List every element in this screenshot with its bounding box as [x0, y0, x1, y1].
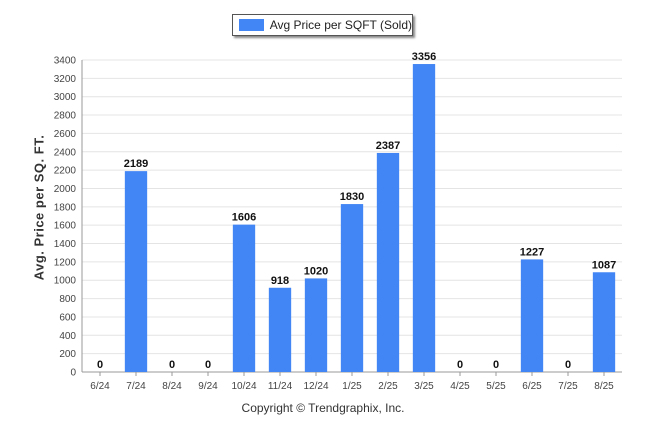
bar: [124, 171, 148, 372]
data-label: 0: [565, 359, 571, 371]
x-tick-label: 5/25: [486, 381, 506, 392]
y-tick-label: 2400: [54, 147, 77, 158]
y-tick-label: 2000: [54, 184, 77, 195]
x-tick-label: 12/24: [303, 381, 328, 392]
copyright-footer: Copyright © Trendgraphix, Inc.: [241, 401, 405, 415]
x-tick-label: 7/24: [126, 381, 146, 392]
y-tick-label: 600: [59, 312, 76, 323]
data-label: 918: [271, 275, 289, 287]
data-label: 1227: [520, 246, 544, 258]
y-tick-label: 3400: [54, 56, 77, 67]
x-tick-label: 7/25: [558, 381, 578, 392]
x-tick-label: 1/25: [342, 381, 362, 392]
data-label: 0: [205, 359, 211, 371]
bar: [520, 259, 544, 372]
y-tick-label: 1600: [54, 221, 77, 232]
x-tick-label: 8/25: [594, 381, 614, 392]
y-tick-label: 800: [59, 294, 76, 305]
y-tick-label: 400: [59, 331, 76, 342]
data-label: 3356: [412, 51, 436, 63]
x-tick-label: 9/24: [198, 381, 218, 392]
legend-swatch: [239, 19, 264, 31]
x-tick-label: 11/24: [268, 381, 293, 392]
y-tick-label: 1000: [54, 276, 77, 287]
data-label: 0: [169, 359, 175, 371]
bar: [340, 204, 364, 372]
data-label: 0: [493, 359, 499, 371]
chart-legend: Avg Price per SQFT (Sold): [232, 14, 413, 36]
bar: [268, 287, 292, 372]
x-tick-label: 6/24: [90, 381, 110, 392]
y-tick-label: 1200: [54, 257, 77, 268]
x-tick-label: 6/25: [522, 381, 542, 392]
bar: [412, 64, 436, 372]
bar: [304, 278, 328, 372]
x-tick-label: 8/24: [162, 381, 182, 392]
bar: [376, 152, 400, 372]
data-label: 2387: [376, 140, 400, 152]
y-tick-label: 1400: [54, 239, 77, 250]
data-label: 0: [457, 359, 463, 371]
legend-label: Avg Price per SQFT (Sold): [269, 18, 412, 32]
y-tick-label: 2600: [54, 129, 77, 140]
data-label: 1020: [304, 265, 328, 277]
y-tick-label: 200: [59, 349, 76, 360]
y-tick-label: 3200: [54, 74, 77, 85]
x-tick-label: 10/24: [231, 381, 256, 392]
bar: [232, 224, 256, 372]
y-tick-label: 2200: [54, 166, 77, 177]
x-tick-label: 2/25: [378, 381, 398, 392]
data-label: 0: [97, 359, 103, 371]
x-tick-label: 3/25: [414, 381, 434, 392]
data-label: 1606: [232, 212, 256, 224]
y-tick-label: 3000: [54, 92, 77, 103]
y-tick-label: 1800: [54, 202, 77, 213]
data-label: 1087: [592, 259, 616, 271]
y-tick-label: 2800: [54, 111, 77, 122]
data-label: 1830: [340, 191, 364, 203]
bar: [592, 272, 616, 372]
y-tick-label: 0: [70, 368, 76, 379]
data-label: 2189: [124, 158, 148, 170]
x-tick-label: 4/25: [450, 381, 470, 392]
